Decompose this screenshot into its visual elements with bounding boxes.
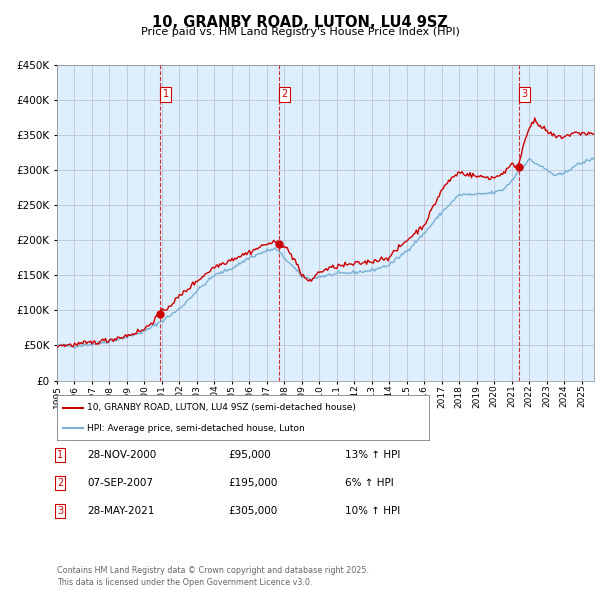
Text: HPI: Average price, semi-detached house, Luton: HPI: Average price, semi-detached house,… (87, 424, 305, 433)
Text: £305,000: £305,000 (228, 506, 277, 516)
Text: 13% ↑ HPI: 13% ↑ HPI (345, 450, 400, 460)
Text: 28-NOV-2000: 28-NOV-2000 (87, 450, 156, 460)
Text: 1: 1 (57, 450, 63, 460)
Text: 10, GRANBY ROAD, LUTON, LU4 9SZ: 10, GRANBY ROAD, LUTON, LU4 9SZ (152, 15, 448, 30)
Text: 3: 3 (57, 506, 63, 516)
Text: 10, GRANBY ROAD, LUTON, LU4 9SZ (semi-detached house): 10, GRANBY ROAD, LUTON, LU4 9SZ (semi-de… (87, 403, 356, 412)
Text: £195,000: £195,000 (228, 478, 277, 488)
Text: Contains HM Land Registry data © Crown copyright and database right 2025.
This d: Contains HM Land Registry data © Crown c… (57, 566, 369, 587)
Text: 07-SEP-2007: 07-SEP-2007 (87, 478, 153, 488)
Text: 28-MAY-2021: 28-MAY-2021 (87, 506, 154, 516)
Text: 3: 3 (521, 90, 528, 100)
Text: £95,000: £95,000 (228, 450, 271, 460)
Text: 1: 1 (163, 90, 169, 100)
Text: 2: 2 (281, 90, 287, 100)
Text: Price paid vs. HM Land Registry's House Price Index (HPI): Price paid vs. HM Land Registry's House … (140, 27, 460, 37)
Text: 6% ↑ HPI: 6% ↑ HPI (345, 478, 394, 488)
Text: 10% ↑ HPI: 10% ↑ HPI (345, 506, 400, 516)
Text: 2: 2 (57, 478, 63, 488)
